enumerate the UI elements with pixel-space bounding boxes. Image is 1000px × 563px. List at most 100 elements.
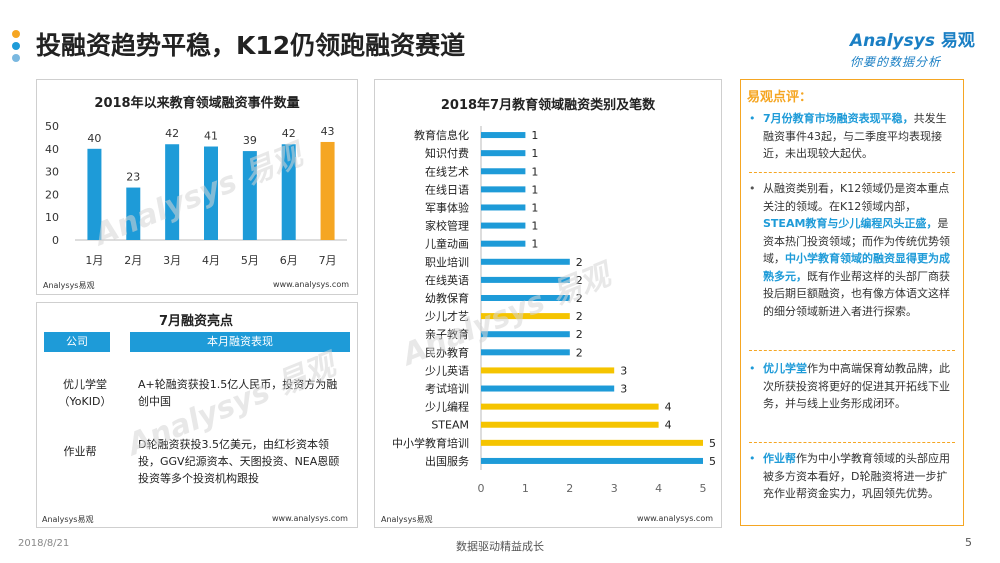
bar [481, 421, 659, 428]
monthly-chart-panel: 2018年以来教育领域融资事件数量 0 10 20 30 40 50 40 1月 23 2月 42 3… [36, 79, 358, 295]
y-tick-label: 40 [45, 143, 59, 156]
company-zuoyebang: 作业帮 [63, 445, 97, 458]
y-tick-label: 在线日语 [425, 182, 469, 196]
y-tick-label: 考试培训 [425, 382, 469, 396]
y-tick-label: 民办教育 [425, 345, 469, 359]
bar [481, 385, 615, 392]
bar [481, 222, 526, 229]
dot-orange [12, 30, 20, 38]
bar [204, 146, 218, 240]
y-tick-label: 亲子教育 [425, 327, 469, 341]
bar [481, 204, 526, 211]
bar [87, 148, 102, 240]
data-label: 1 [531, 129, 538, 142]
company-yokid: 优儿学堂（YoKID） [58, 378, 112, 408]
page-number: 5 [965, 536, 972, 549]
comment-divider [749, 172, 955, 173]
y-tick-label: 在线艺术 [425, 164, 469, 178]
y-tick-label: 职业培训 [425, 255, 469, 269]
x-tick-label: 1 [522, 482, 529, 495]
highlights-title: 7月融资亮点 [158, 314, 234, 329]
y-tick-label: 0 [52, 234, 59, 247]
comment-item-4: • 作业帮作为中小学教育领域的头部应用被多方资本看好，D轮融资将进一步扩充作业帮… [749, 452, 950, 500]
logo-slogan: 你要的数据分析 [850, 55, 942, 69]
x-tick-label: 7月 [319, 254, 337, 267]
data-label: 1 [531, 183, 538, 196]
footer-date: 2018/8/21 [18, 538, 70, 549]
data-label: 1 [531, 165, 538, 178]
y-tick-label: 20 [45, 188, 59, 201]
bar [481, 331, 570, 338]
bar [481, 403, 659, 410]
y-tick-label: 幼教保育 [425, 291, 469, 305]
y-tick-label: 军事体验 [425, 200, 469, 214]
y-tick-label: 儿童动画 [425, 237, 469, 251]
y-tick-label: 50 [45, 120, 59, 133]
y-tick-label: STEAM [431, 419, 469, 432]
analysys-logo: Analysys 易观 你要的数据分析 [850, 26, 990, 72]
data-label: 39 [243, 134, 257, 147]
comment-heading: 易观点评： [747, 90, 813, 105]
x-tick-label: 3 [611, 482, 618, 495]
decor-dots [12, 30, 22, 66]
data-label: 1 [531, 220, 538, 233]
dot-blue [12, 42, 20, 50]
comment-1-highlight: 7月份教育市场融资表现平稳， [763, 112, 914, 125]
y-tick-label: 出国服务 [425, 454, 469, 468]
page-title: 投融资趋势平稳，K12仍领跑融资赛道 [36, 31, 466, 60]
data-label: 2 [576, 310, 583, 323]
x-tick-label: 3月 [163, 254, 181, 267]
highlights-source: Analysys易观 [42, 515, 94, 524]
x-tick-label: 4 [655, 482, 662, 495]
bar [281, 144, 296, 240]
category-chart-title: 2018年7月教育领域融资类别及笔数 [440, 98, 656, 113]
data-label: 23 [126, 171, 140, 184]
y-tick-label: 30 [45, 166, 59, 179]
y-tick-label: 中小学教育培训 [392, 436, 469, 450]
data-label: 41 [204, 130, 218, 143]
x-tick-label: 4月 [202, 254, 220, 267]
bar [320, 141, 335, 240]
logo-text: Analysys [850, 31, 935, 51]
col-company-header: 公司 [44, 332, 110, 352]
bar [481, 150, 526, 157]
y-tick-label: 少儿才艺 [425, 309, 469, 323]
comment-2-highlight-a: STEAM教育与少儿编程风头正盛， [763, 217, 938, 230]
data-label: 4 [665, 401, 672, 414]
data-label: 5 [709, 455, 716, 468]
data-label: 2 [576, 292, 583, 305]
comment-item-1: • 7月份教育市场融资表现平稳，共发生融资事件43起，与二季度平均表现接近，未出… [749, 112, 947, 160]
x-tick-label: 1月 [85, 254, 103, 267]
bar [481, 313, 570, 320]
bar [165, 144, 180, 240]
dot-lightblue [12, 54, 20, 62]
bar [481, 168, 526, 175]
x-tick-label: 5月 [241, 254, 259, 267]
comment-item-3: • 优儿学堂作为中高端保育幼教品牌，此次所获投资将更好的促进其开拓线下业务，并与… [749, 362, 950, 410]
bar [242, 151, 257, 240]
desc-zuoyebang: D轮融资获投3.5亿美元，由红杉资本领投，GGV纪源资本、天图投资、NEA恩颐投… [138, 438, 340, 485]
x-tick-label: 5 [700, 482, 707, 495]
category-bar-chart: 教育信息化 1 知识付费 1 在线艺术 1 在线日语 1 军事体验 1 家校管理 1 儿童动画 1 职业培训… [392, 126, 716, 495]
y-tick-label: 教育信息化 [414, 128, 469, 142]
data-label: 1 [531, 201, 538, 214]
data-label: 42 [282, 127, 296, 140]
bar [481, 457, 703, 464]
x-tick-label: 6月 [280, 254, 298, 267]
comment-4-highlight: 作业帮 [763, 452, 796, 465]
data-label: 2 [576, 256, 583, 269]
y-tick-label: 知识付费 [425, 146, 469, 160]
comment-3-highlight: 优儿学堂 [763, 362, 807, 375]
x-tick-label: 2月 [124, 254, 142, 267]
data-label: 42 [165, 127, 179, 140]
desc-yokid: A+轮融资获投1.5亿人民币，投资方为融创中国 [138, 378, 338, 408]
y-tick-label: 10 [45, 211, 59, 224]
data-label: 3 [620, 383, 627, 396]
footer-slogan: 数据驱动精益成长 [456, 540, 544, 553]
comment-2-highlight-b: 中小学教育领域的融资显得更为成熟多元， [763, 252, 950, 283]
logo-cn: 易观 [940, 31, 975, 51]
chart1-source: Analysys易观 [43, 281, 95, 290]
comment-2-text-b: 是资本热门投资领域；而作为传统优势领域， [763, 217, 950, 265]
data-label: 43 [321, 125, 335, 138]
comment-3-text: 作为中高端保育幼教品牌，此次所获投资将更好的促进其开拓线下业务，并与线上业务形成… [763, 362, 950, 410]
